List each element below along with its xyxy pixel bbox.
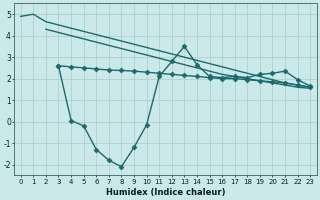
X-axis label: Humidex (Indice chaleur): Humidex (Indice chaleur)	[106, 188, 225, 197]
